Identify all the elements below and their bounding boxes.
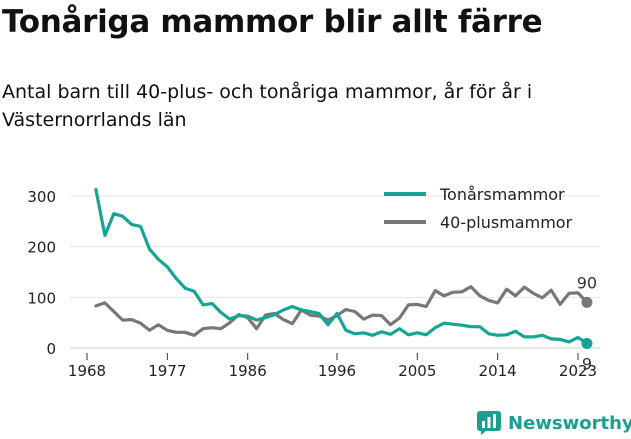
brand-name: Newsworthy: [508, 412, 631, 434]
series-layer: [94, 187, 593, 349]
x-axis: 1968 1977 1986 1996 2005 2014 2023: [68, 353, 597, 380]
end-label-tonarsmammor: 9: [582, 354, 592, 373]
newsworthy-logo-icon: [477, 411, 501, 435]
legend-label-40-plusmammor: 40-plusmammor: [440, 213, 573, 232]
x-tick-label: 1977: [148, 362, 186, 380]
grid-layer: [70, 195, 600, 349]
series-line-40-plusmammor: [94, 285, 589, 337]
series-line-tonarsmammor: [94, 187, 589, 345]
legend-label-tonarsmammor: Tonårsmammor: [439, 185, 565, 204]
x-tick-label: 2023: [559, 362, 597, 380]
y-tick-label: 0: [46, 340, 56, 358]
end-point-tonarsmammor: [581, 337, 593, 349]
chart-subtitle: Antal barn till 40-plus- och tonåriga ma…: [2, 81, 533, 131]
x-tick-label: 1996: [318, 362, 356, 380]
x-tick-label: 2014: [479, 362, 517, 380]
chart-title: Tonåriga mammor blir allt färre: [2, 4, 543, 40]
x-tick-label: 1968: [68, 362, 106, 380]
end-labels: 90 9: [577, 273, 597, 373]
newsworthy-brand: Newsworthy: [476, 408, 631, 438]
y-axis: 0 100 200 300: [27, 188, 56, 358]
end-point-40-plusmammor: [581, 296, 593, 308]
end-label-40-plusmammor: 90: [577, 273, 597, 292]
y-tick-label: 200: [27, 239, 56, 257]
legend: Tonårsmammor 40-plusmammor: [384, 185, 573, 232]
y-tick-label: 100: [27, 289, 56, 307]
x-tick-label: 2005: [398, 362, 436, 380]
y-tick-label: 300: [27, 188, 56, 206]
x-tick-label: 1986: [229, 362, 267, 380]
